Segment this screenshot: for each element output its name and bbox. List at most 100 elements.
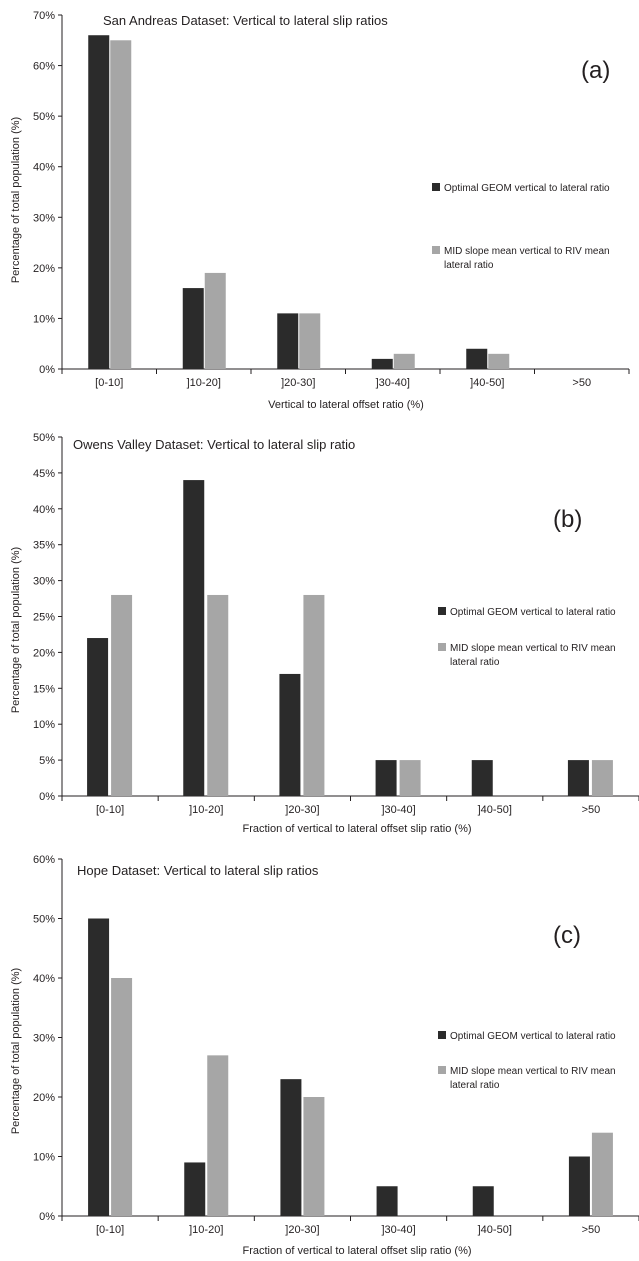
bar-series-1: [88, 918, 110, 1216]
y-tick-label: 20%: [33, 263, 55, 275]
y-tick-label: 30%: [33, 576, 55, 588]
chart-title: Owens Valley Dataset: Vertical to latera…: [73, 437, 355, 452]
y-tick-label: 60%: [33, 61, 55, 73]
legend-label-series-2-line-1: MID slope mean vertical to RIV mean: [450, 643, 616, 654]
legend-label-series-2: MID slope mean vertical to RIV mean late…: [450, 1066, 618, 1091]
x-tick-label: ]20-30]: [281, 377, 315, 389]
panel-a: San Andreas Dataset: Vertical to lateral…: [10, 13, 610, 411]
chart-marks: 0% 10% 20% 30% 40% 50% 60% 70% [0-10] ]10-20] ]20-…: [33, 10, 639, 1236]
legend: Optimal GEOM vertical to lateral ratio M…: [438, 607, 618, 668]
panel-c: Hope Dataset: Vertical to lateral slip r…: [10, 863, 618, 1257]
panel-label: (c): [553, 922, 581, 949]
bar-series-1: [183, 480, 205, 796]
legend-label-series-2-line-2: lateral ratio: [444, 260, 494, 271]
x-tick-label: ]30-40]: [381, 804, 415, 816]
panel-label: (a): [581, 57, 610, 84]
bar-series-1: [87, 638, 109, 796]
y-tick-label: 50%: [33, 111, 55, 123]
x-tick-label: ]40-50]: [478, 804, 512, 816]
legend-label-series-2-line-1: MID slope mean vertical to RIV mean: [450, 1066, 616, 1077]
bar-series-1: [88, 35, 110, 369]
bar-series-2: [111, 978, 133, 1216]
legend-label-series-2-line-1: MID slope mean vertical to RIV mean: [444, 246, 610, 257]
x-tick-label: ]30-40]: [381, 1224, 415, 1236]
y-tick-label: 70%: [33, 10, 55, 22]
y-tick-label: 10%: [33, 313, 55, 325]
y-tick-label: 0%: [39, 1211, 55, 1223]
legend-swatch-series-1: [438, 607, 446, 615]
y-tick-label: 20%: [33, 647, 55, 659]
bar-series-1: [279, 673, 301, 796]
bar-series-1: [182, 288, 204, 369]
legend-label-series-1: Optimal GEOM vertical to lateral ratio: [450, 1031, 616, 1042]
y-tick-label: 40%: [33, 162, 55, 174]
y-tick-label: 10%: [33, 719, 55, 731]
y-tick-label: 30%: [33, 212, 55, 224]
legend: Optimal GEOM vertical to lateral ratio M…: [432, 183, 610, 271]
x-tick-label: ]20-30]: [285, 804, 319, 816]
y-tick-label: 40%: [33, 504, 55, 516]
bar-series-1: [466, 348, 488, 369]
legend-label-series-2-line-2: lateral ratio: [450, 657, 500, 668]
x-tick-label: ]10-20]: [187, 377, 221, 389]
y-tick-label: 25%: [33, 612, 55, 624]
x-tick-label: [0-10]: [96, 804, 124, 816]
legend-swatch-series-1: [432, 183, 440, 191]
y-tick-label: 0%: [39, 364, 55, 376]
x-tick-label: ]10-20]: [189, 804, 223, 816]
bar-series-1: [376, 1186, 398, 1216]
plot-area: 0% 10% 20% 30% 40% 50% 60% [0-10]]10-20]]20-30]…: [33, 854, 639, 1236]
x-tick-label: >50: [572, 377, 591, 389]
bar-series-1: [280, 1079, 302, 1216]
legend: Optimal GEOM vertical to lateral ratio M…: [438, 1031, 618, 1091]
y-tick-label: 5%: [39, 755, 55, 767]
y-axis-title: Percentage of total population (%): [10, 117, 22, 283]
x-axis-title: Fraction of vertical to lateral offset s…: [242, 1245, 471, 1257]
legend-label-series-1: Optimal GEOM vertical to lateral ratio: [450, 607, 616, 618]
x-tick-label: >50: [582, 1224, 601, 1236]
y-tick-label: 35%: [33, 540, 55, 552]
panel-b: Owens Valley Dataset: Vertical to latera…: [10, 437, 618, 835]
x-axis-title: Fraction of vertical to lateral offset s…: [242, 823, 471, 835]
bar-series-2: [591, 1132, 613, 1216]
x-tick-label: ]40-50]: [470, 377, 504, 389]
chart-title: San Andreas Dataset: Vertical to lateral…: [103, 13, 388, 28]
x-tick-label: >50: [582, 804, 601, 816]
bar-series-1: [277, 313, 299, 369]
y-tick-label: 40%: [33, 973, 55, 985]
bar-series-2: [393, 353, 415, 369]
panel-label: (b): [553, 506, 582, 533]
legend-swatch-series-2: [438, 1066, 446, 1074]
y-tick-label: 10%: [33, 1152, 55, 1164]
x-tick-label: ]10-20]: [189, 1224, 223, 1236]
bar-series-2: [303, 1097, 325, 1216]
x-tick-label: ]20-30]: [285, 1224, 319, 1236]
y-axis-title: Percentage of total population (%): [10, 547, 22, 713]
bar-series-2: [110, 40, 132, 370]
bar-series-2: [303, 594, 325, 796]
plot-area: 0% 5% 10% 15% 20% 25% 30% 35% 40% 45% 50% [0-10]]10…: [33, 432, 639, 816]
legend-swatch-series-2: [432, 246, 440, 254]
y-tick-label: 60%: [33, 854, 55, 866]
y-tick-label: 50%: [33, 432, 55, 444]
y-axis-title: Percentage of total population (%): [10, 968, 22, 1134]
bar-series-2: [488, 353, 510, 369]
bar-series-1: [568, 1156, 590, 1216]
bar-series-1: [472, 1186, 494, 1216]
chart-title: Hope Dataset: Vertical to lateral slip r…: [77, 863, 319, 878]
legend-label-series-2: MID slope mean vertical to RIV mean late…: [450, 643, 618, 668]
bar-series-1: [375, 760, 397, 796]
bar-series-2: [299, 313, 321, 369]
y-tick-label: 50%: [33, 914, 55, 926]
bar-series-1: [567, 760, 589, 796]
legend-swatch-series-1: [438, 1031, 446, 1039]
x-tick-label: ]30-40]: [376, 377, 410, 389]
y-tick-label: 45%: [33, 468, 55, 480]
bar-series-2: [207, 594, 229, 796]
y-tick-label: 20%: [33, 1092, 55, 1104]
bar-series-2: [399, 760, 421, 796]
bar-series-2: [111, 594, 133, 796]
bar-series-1: [184, 1162, 206, 1216]
bar-series-2: [204, 272, 226, 369]
legend-swatch-series-2: [438, 643, 446, 651]
